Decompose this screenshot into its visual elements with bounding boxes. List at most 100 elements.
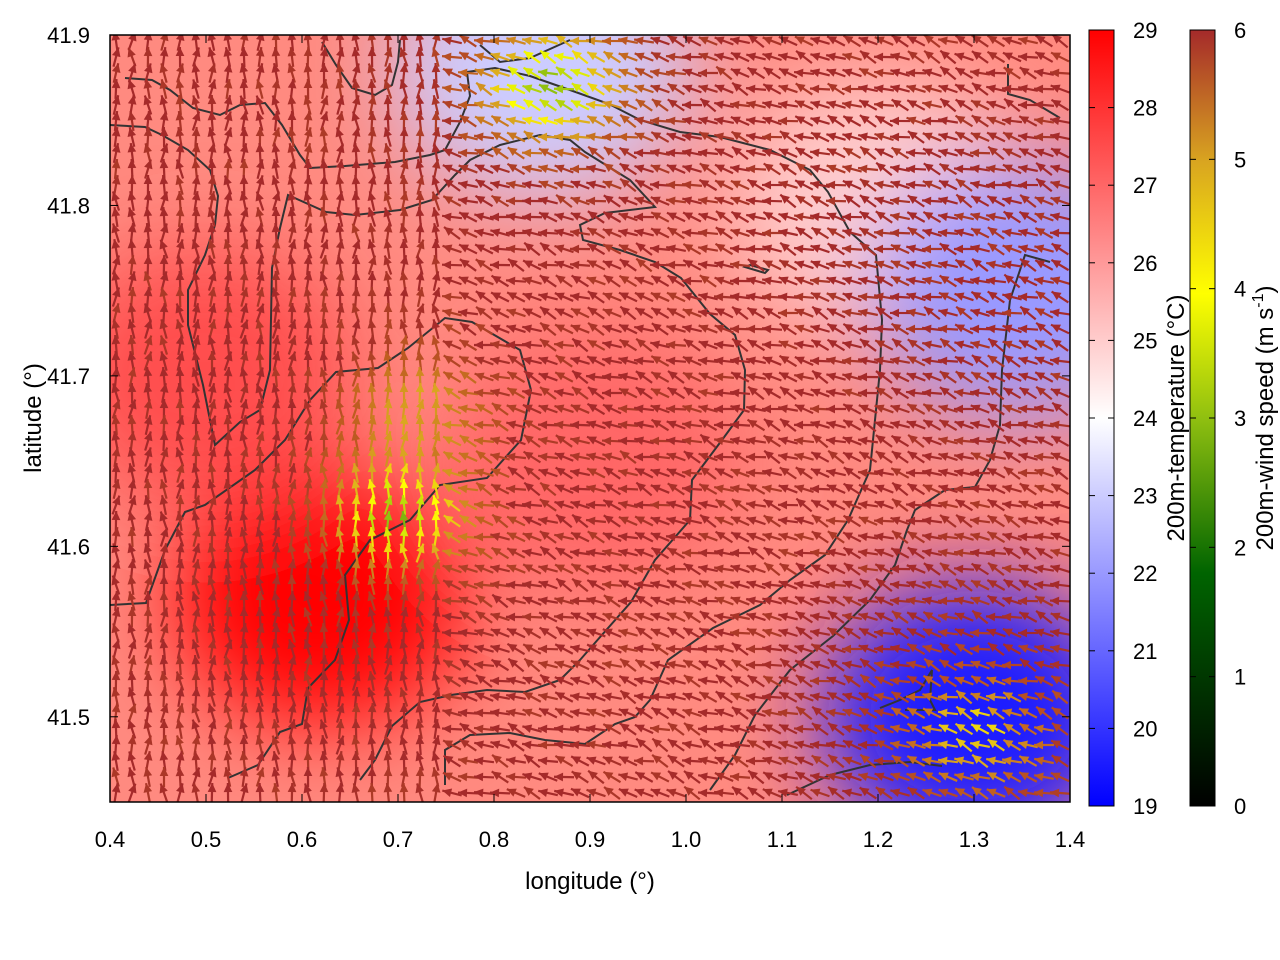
wind-vector <box>367 46 377 68</box>
wind-vector <box>303 254 313 276</box>
wind-vector <box>431 47 440 67</box>
wind-vector <box>175 286 185 308</box>
colorbar-tick-label: 28 <box>1133 96 1157 121</box>
wind-vector <box>539 321 557 337</box>
wind-vector <box>603 194 621 208</box>
wind-vector <box>889 228 911 238</box>
wind-vector <box>715 210 733 224</box>
wind-vector <box>207 190 217 212</box>
wind-vector <box>490 324 510 334</box>
wind-vector <box>521 36 543 46</box>
wind-vector <box>762 259 782 271</box>
wind-vector <box>287 319 297 339</box>
wind-vector <box>569 244 591 254</box>
wind-vector <box>777 100 799 110</box>
wind-vector <box>762 148 782 157</box>
wind-vector <box>489 244 511 254</box>
wind-vector <box>304 207 313 227</box>
wind-vector <box>923 305 941 321</box>
wind-vector <box>923 162 941 176</box>
wind-vector <box>681 132 703 142</box>
wind-vector <box>827 114 845 128</box>
wind-vector <box>159 351 168 371</box>
colorbar-tick-label: 6 <box>1234 18 1246 43</box>
wind-vector <box>825 180 847 190</box>
wind-vector <box>954 66 974 80</box>
wind-vector <box>223 35 233 52</box>
wind-vector <box>937 260 959 270</box>
wind-vector <box>570 307 590 319</box>
wind-vector <box>255 111 264 131</box>
wind-vector <box>601 36 623 46</box>
wind-vector <box>383 62 393 84</box>
wind-vector <box>191 286 201 308</box>
wind-vector <box>207 271 217 291</box>
wind-vector <box>778 84 798 94</box>
wind-vector <box>1049 68 1070 78</box>
wind-vector <box>698 292 718 302</box>
wind-vector <box>383 127 392 147</box>
wind-vector <box>569 116 591 126</box>
wind-vector <box>144 319 153 339</box>
wind-vector <box>746 148 766 158</box>
wind-vector <box>729 292 751 302</box>
wind-vector <box>415 350 425 372</box>
wind-vector <box>859 50 877 64</box>
wind-vector <box>715 226 733 240</box>
wind-vector <box>761 228 783 238</box>
wind-vector <box>665 340 687 350</box>
wind-vector <box>650 227 670 239</box>
wind-vector <box>762 36 782 46</box>
colorbar-tick-label: 27 <box>1133 173 1157 198</box>
wind-vector <box>747 258 765 272</box>
wind-vector <box>319 254 329 276</box>
wind-vector <box>383 35 393 52</box>
wind-vector <box>745 292 767 302</box>
wind-vector <box>159 46 169 68</box>
wind-vector <box>859 194 877 208</box>
wind-vector <box>191 174 201 196</box>
wind-vector <box>239 319 249 339</box>
wind-vector <box>319 350 329 372</box>
wind-vector <box>875 161 893 177</box>
wind-vector <box>505 212 527 222</box>
wind-vector <box>697 148 719 158</box>
wind-vector <box>441 132 463 142</box>
wind-vector <box>383 174 393 196</box>
wind-vector <box>442 67 462 79</box>
wind-vector <box>191 111 201 131</box>
wind-vector <box>699 162 717 176</box>
wind-vector <box>905 148 927 158</box>
wind-vector <box>890 243 910 255</box>
wind-vector <box>571 49 589 65</box>
wind-vector <box>875 306 893 320</box>
wind-vector <box>1018 275 1038 287</box>
wind-vector <box>778 180 798 189</box>
wind-vector <box>746 228 766 238</box>
wind-vector <box>969 276 991 286</box>
wind-vector <box>729 356 751 366</box>
wind-vector <box>970 180 990 190</box>
wind-vector <box>239 62 249 84</box>
wind-vector <box>175 222 185 244</box>
wind-vector <box>415 222 425 244</box>
wind-vector <box>319 78 329 100</box>
wind-vector <box>223 351 233 371</box>
wind-vector <box>699 97 717 113</box>
wind-vector <box>490 180 510 190</box>
wind-vector <box>255 79 264 99</box>
wind-vector <box>587 210 605 224</box>
wind-vector <box>569 260 591 270</box>
wind-vector <box>954 148 974 158</box>
wind-vector <box>954 35 974 48</box>
wind-vector <box>795 226 813 240</box>
wind-vector <box>1034 51 1054 63</box>
wind-vector <box>954 114 974 128</box>
wind-vector <box>571 82 589 96</box>
wind-vector <box>441 84 463 94</box>
wind-vector <box>1002 340 1022 350</box>
wind-vector <box>522 292 542 302</box>
wind-vector <box>859 114 877 128</box>
wind-vector <box>890 275 910 287</box>
wind-vector <box>554 164 574 174</box>
